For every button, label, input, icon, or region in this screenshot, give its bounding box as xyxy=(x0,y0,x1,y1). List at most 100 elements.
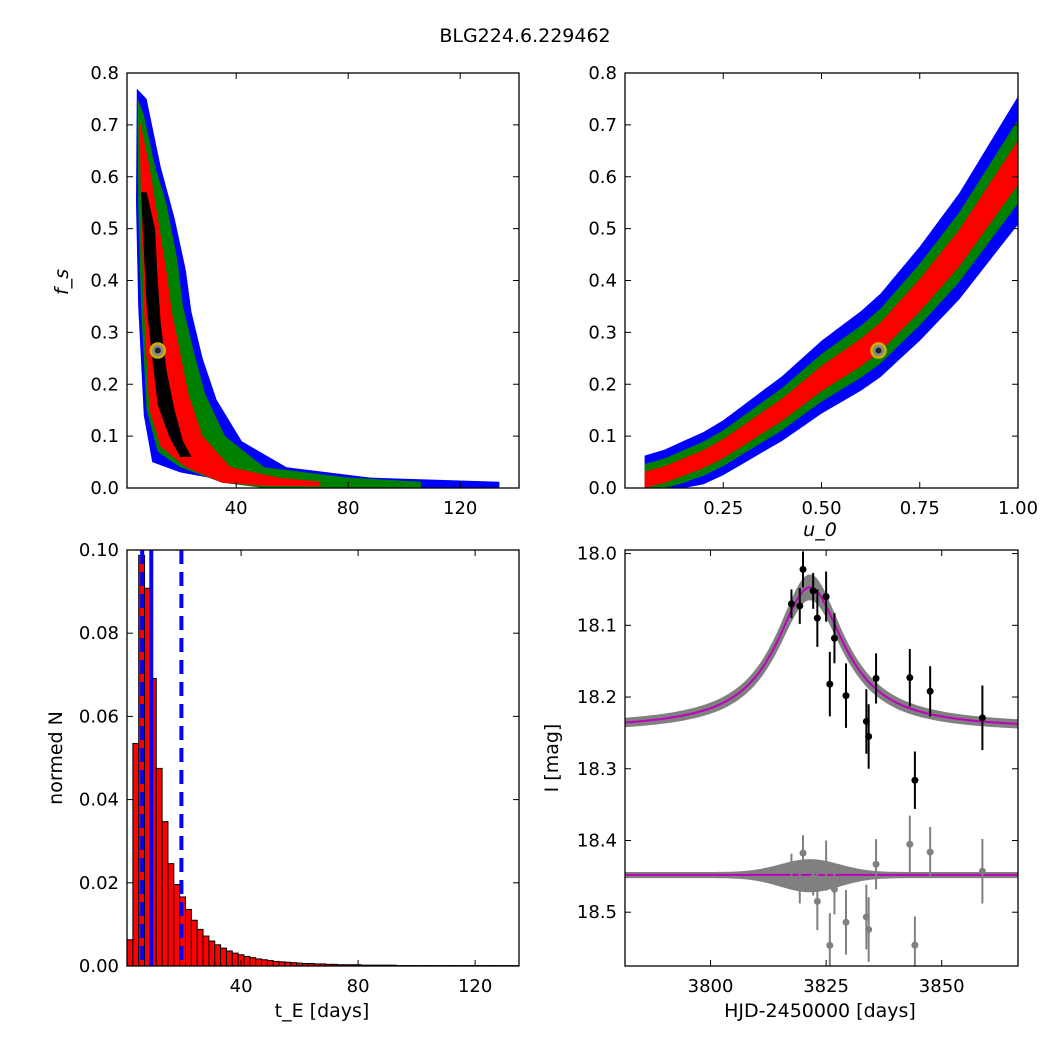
p4-ytick-label: 18.3 xyxy=(577,759,617,780)
p4-data-point xyxy=(787,600,795,608)
p1-plot-area xyxy=(136,88,500,489)
p3-bar xyxy=(185,908,192,967)
p2-ticks: 0.25 0.50 0.75 1.00 0.0 0.1 0.2 0.3 0.4 0.5 0.6 0.7… xyxy=(588,63,1038,519)
p4-residual-point xyxy=(911,941,919,949)
p4-ytick-label: 18.1 xyxy=(577,615,617,636)
p3-bar xyxy=(231,952,239,967)
p3-frame xyxy=(126,549,520,967)
p2-ytick-label: 0.5 xyxy=(588,219,617,240)
p4-residual-point xyxy=(906,840,914,848)
p1-ytick-label: 0.7 xyxy=(90,115,119,136)
p3-bar xyxy=(272,960,280,967)
p2-xtick-label: 0.75 xyxy=(900,498,940,519)
panel-fs-vs-u0: 0.25 0.50 0.75 1.00 0.0 0.1 0.2 0.3 0.4 0.5 0.6 0.7… xyxy=(588,63,1038,541)
p4-residual-point xyxy=(796,882,804,890)
p4-ylabel: I [mag] xyxy=(541,724,563,793)
p2-plot-area xyxy=(644,96,1018,489)
panel-fs-vs-tE: 40 80 120 0.0 0.1 0.2 0.3 0.4 0.5 0.6 0.7 0.8 f_s xyxy=(51,63,520,519)
p4-model-curve xyxy=(625,586,1018,725)
p4-data-point xyxy=(830,634,838,642)
p3-bar xyxy=(173,883,181,967)
p4-data-point xyxy=(865,732,873,740)
p1-ytick-label: 0.3 xyxy=(90,322,119,343)
p2-xlabel: u_0 xyxy=(803,519,837,541)
p2-ytick-label: 0.3 xyxy=(588,322,617,343)
p3-bar xyxy=(196,928,204,967)
p4-data-point xyxy=(813,614,821,622)
p3-bar xyxy=(243,955,251,967)
p3-bar xyxy=(225,950,233,967)
p3-xtick-label: 80 xyxy=(347,976,370,997)
p2-ytick-label: 0.7 xyxy=(588,115,617,136)
p4-residual-point xyxy=(826,941,834,949)
p3-ytick-label: 0.10 xyxy=(79,540,119,561)
p3-bar xyxy=(190,919,198,967)
p4-ticks: 3800 3825 3850 18.0 18.1 18.2 18.3 18.4 18.5 xyxy=(577,544,1018,997)
p3-xtick-label: 40 xyxy=(230,976,253,997)
p2-xtick-label: 0.25 xyxy=(703,498,743,519)
panel-tE-histogram: 40 80 120 0.00 0.02 0.04 0.06 0.08 0.10 normed N… xyxy=(45,540,520,1022)
p1-ylabel: f_s xyxy=(51,269,73,295)
panel-lightcurve: 3800 3825 3850 18.0 18.1 18.2 18.3 18.4 18.5 I [… xyxy=(541,544,1019,1022)
p4-ytick-label: 18.4 xyxy=(577,830,617,851)
p4-data-point xyxy=(978,714,986,722)
p4-residual-point xyxy=(813,897,821,905)
p3-bar xyxy=(161,821,169,967)
p4-residual-point xyxy=(842,918,850,926)
p1-xtick-label: 120 xyxy=(443,498,477,519)
p1-region-core xyxy=(141,192,192,457)
p3-bar xyxy=(132,742,140,967)
p2-ytick-label: 0.2 xyxy=(588,374,617,395)
p2-best-fit-center xyxy=(875,347,882,354)
p3-bar xyxy=(255,958,263,967)
p4-ytick-label: 18.5 xyxy=(577,902,617,923)
p3-ytick-label: 0.02 xyxy=(79,873,119,894)
p3-bar xyxy=(249,957,257,967)
p3-bar xyxy=(202,935,210,967)
p3-ytick-label: 0.04 xyxy=(79,790,119,811)
p4-residual-point xyxy=(926,848,934,856)
p4-ytick-label: 18.0 xyxy=(577,544,617,565)
p1-xtick-label: 40 xyxy=(225,498,248,519)
p1-ytick-label: 0.6 xyxy=(90,167,119,188)
p2-xtick-label: 1.00 xyxy=(998,498,1038,519)
p4-residual-point xyxy=(978,867,986,875)
p4-residual-point xyxy=(865,926,873,934)
p4-data-point xyxy=(826,680,834,688)
p3-plot-area xyxy=(126,550,520,967)
p4-frame xyxy=(624,549,1019,967)
p2-ytick-label: 0.8 xyxy=(588,63,617,84)
p1-ticks: 40 80 120 0.0 0.1 0.2 0.3 0.4 0.5 0.6 0.7 0.8 xyxy=(90,63,519,519)
p4-data-point xyxy=(906,674,914,682)
p1-best-fit-center xyxy=(154,347,161,354)
p4-xtick-label: 3850 xyxy=(919,976,965,997)
p4-data-point xyxy=(872,674,880,682)
p4-data-point xyxy=(926,687,934,695)
p3-bar xyxy=(214,944,222,967)
p1-ytick-label: 0.2 xyxy=(90,374,119,395)
p3-bar xyxy=(167,863,175,967)
p4-ytick-label: 18.2 xyxy=(577,687,617,708)
p2-ytick-label: 0.4 xyxy=(588,271,617,292)
p2-region-middle xyxy=(644,119,1018,488)
p4-data-point xyxy=(842,692,850,700)
p3-bar xyxy=(220,947,227,967)
p3-ylabel: normed N xyxy=(45,711,67,805)
p3-bar xyxy=(155,767,163,967)
p3-xtick-label: 120 xyxy=(458,976,492,997)
p3-ytick-label: 0.08 xyxy=(79,623,119,644)
p4-residual-point xyxy=(809,874,817,882)
p3-xlabel: t_E [days] xyxy=(275,1000,370,1022)
p4-data-point xyxy=(822,593,830,601)
p3-bar xyxy=(266,960,274,967)
p1-ytick-label: 0.5 xyxy=(90,219,119,240)
p3-bar xyxy=(126,939,134,967)
p4-xlabel: HJD-2450000 [days] xyxy=(724,1000,916,1022)
p4-residual-point xyxy=(872,860,880,868)
p4-residual-point xyxy=(799,849,807,857)
figure-title: BLG224.6.229462 xyxy=(439,25,610,47)
p1-ytick-label: 0.1 xyxy=(90,426,119,447)
p4-residual-point xyxy=(830,885,838,893)
p2-xtick-label: 0.50 xyxy=(801,498,841,519)
